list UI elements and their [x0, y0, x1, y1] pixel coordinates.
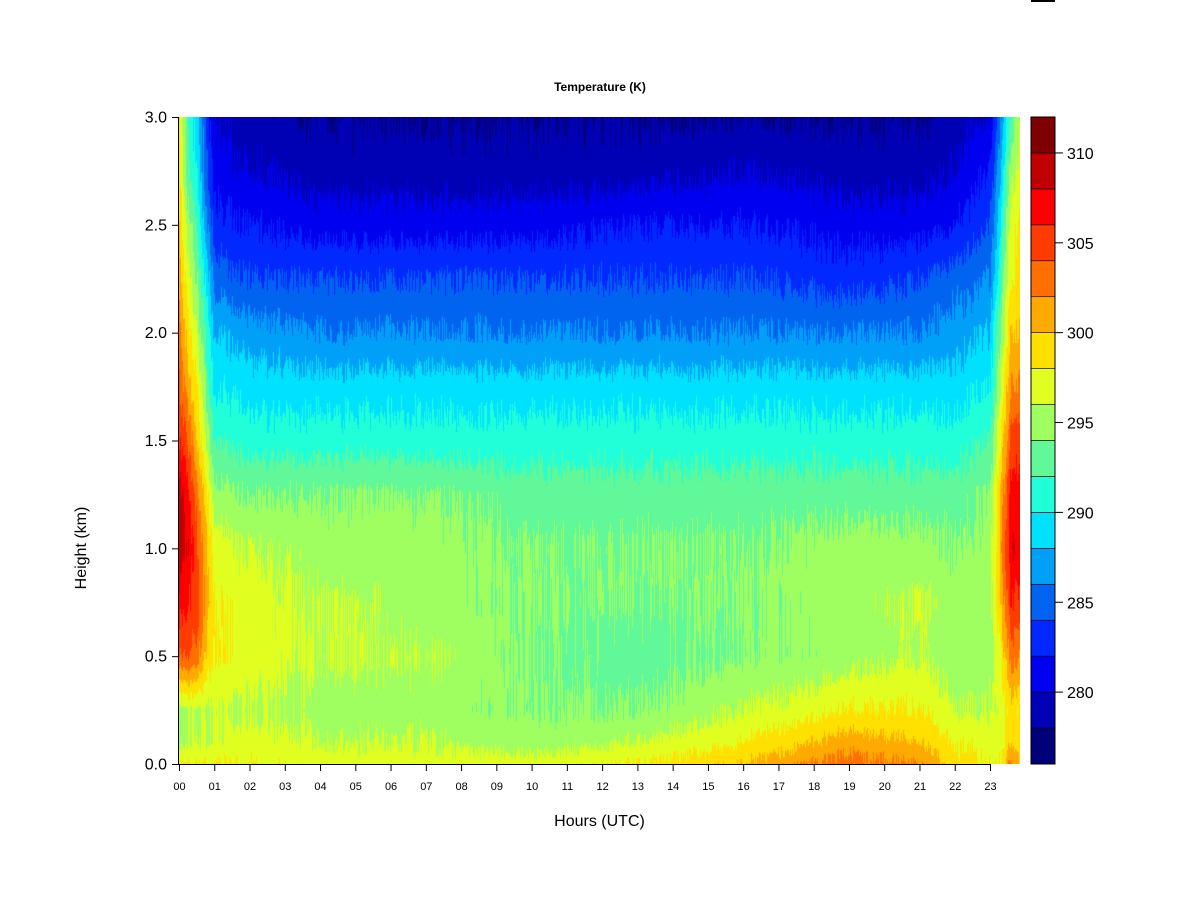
x-tick-label: 01: [209, 781, 221, 793]
colorbar-tick-label: 280: [1067, 685, 1094, 702]
colorbar-band: [1030, 476, 1056, 513]
x-tick-label: 13: [632, 781, 644, 793]
x-tick-label: 06: [385, 781, 397, 793]
x-tick-label: 03: [279, 781, 291, 793]
x-tick-label: 17: [773, 781, 785, 793]
colorbar-band: [1030, 619, 1056, 657]
colorbar-band: [1030, 691, 1056, 729]
colorbar-tick-label: 285: [1067, 595, 1094, 612]
x-tick-label: 21: [914, 781, 926, 793]
colorbar-band: [1030, 332, 1056, 369]
x-tick-label: 11: [562, 781, 573, 793]
x-tick-label: 05: [350, 781, 362, 793]
colorbar-tick-label: 300: [1067, 326, 1094, 343]
colorbar-band: [1030, 440, 1056, 477]
y-tick-label: 1.0: [145, 541, 167, 558]
x-axis-label: Hours (UTC): [554, 813, 645, 830]
colorbar-band: [1030, 260, 1056, 298]
y-tick-label: 2.5: [145, 217, 167, 234]
x-tick-label: 12: [597, 781, 609, 793]
x-tick-label: 00: [173, 781, 185, 793]
x-tick-label: 15: [702, 781, 714, 793]
colorbar-tick-label: 295: [1067, 416, 1094, 433]
colorbar-tick-label: 290: [1067, 505, 1094, 522]
x-tick-label: 08: [455, 781, 467, 793]
x-tick-label: 10: [526, 781, 538, 793]
colorbar-tick-label: 305: [1067, 236, 1094, 253]
y-tick-label: 0.5: [145, 649, 167, 666]
colorbar-band: [1030, 368, 1056, 405]
colorbar-band: [1030, 583, 1056, 621]
x-tick-label: 14: [667, 781, 679, 793]
chart-title: Temperature (K): [554, 80, 646, 94]
temperature-contour-field: [179, 117, 1020, 764]
colorbar-band: [1030, 548, 1056, 585]
colorbar-band: [1030, 188, 1056, 226]
x-tick-label: 18: [808, 781, 820, 793]
colorbar-band: [1030, 296, 1056, 333]
y-tick-label: 3.0: [145, 110, 167, 127]
y-tick-label: 1.5: [145, 433, 167, 450]
y-tick-label: 0.0: [145, 757, 167, 774]
colorbar-band: [1030, 655, 1056, 693]
colorbar-band: [1030, 224, 1056, 262]
x-tick-label: 19: [843, 781, 855, 793]
x-tick-label: 09: [491, 781, 503, 793]
x-tick-label: 16: [738, 781, 750, 793]
x-tick-label: 02: [244, 781, 256, 793]
x-tick-label: 20: [879, 781, 891, 793]
x-tick-label: 22: [949, 781, 961, 793]
corner-mark: [1031, 0, 1055, 2]
y-axis-label: Height (km): [73, 506, 90, 590]
colorbar-band: [1030, 512, 1056, 549]
y-tick-label: 2.0: [145, 325, 167, 342]
x-tick-label: 23: [984, 781, 996, 793]
colorbar-band: [1030, 404, 1056, 441]
colorbar-tick-label: 310: [1067, 146, 1094, 163]
x-tick-label: 07: [420, 781, 432, 793]
colorbar-band: [1030, 727, 1056, 765]
colorbar-band: [1030, 116, 1056, 154]
colorbar-frame: [1030, 116, 1056, 765]
x-tick-label: 04: [314, 781, 326, 793]
colorbar-band: [1030, 152, 1056, 190]
